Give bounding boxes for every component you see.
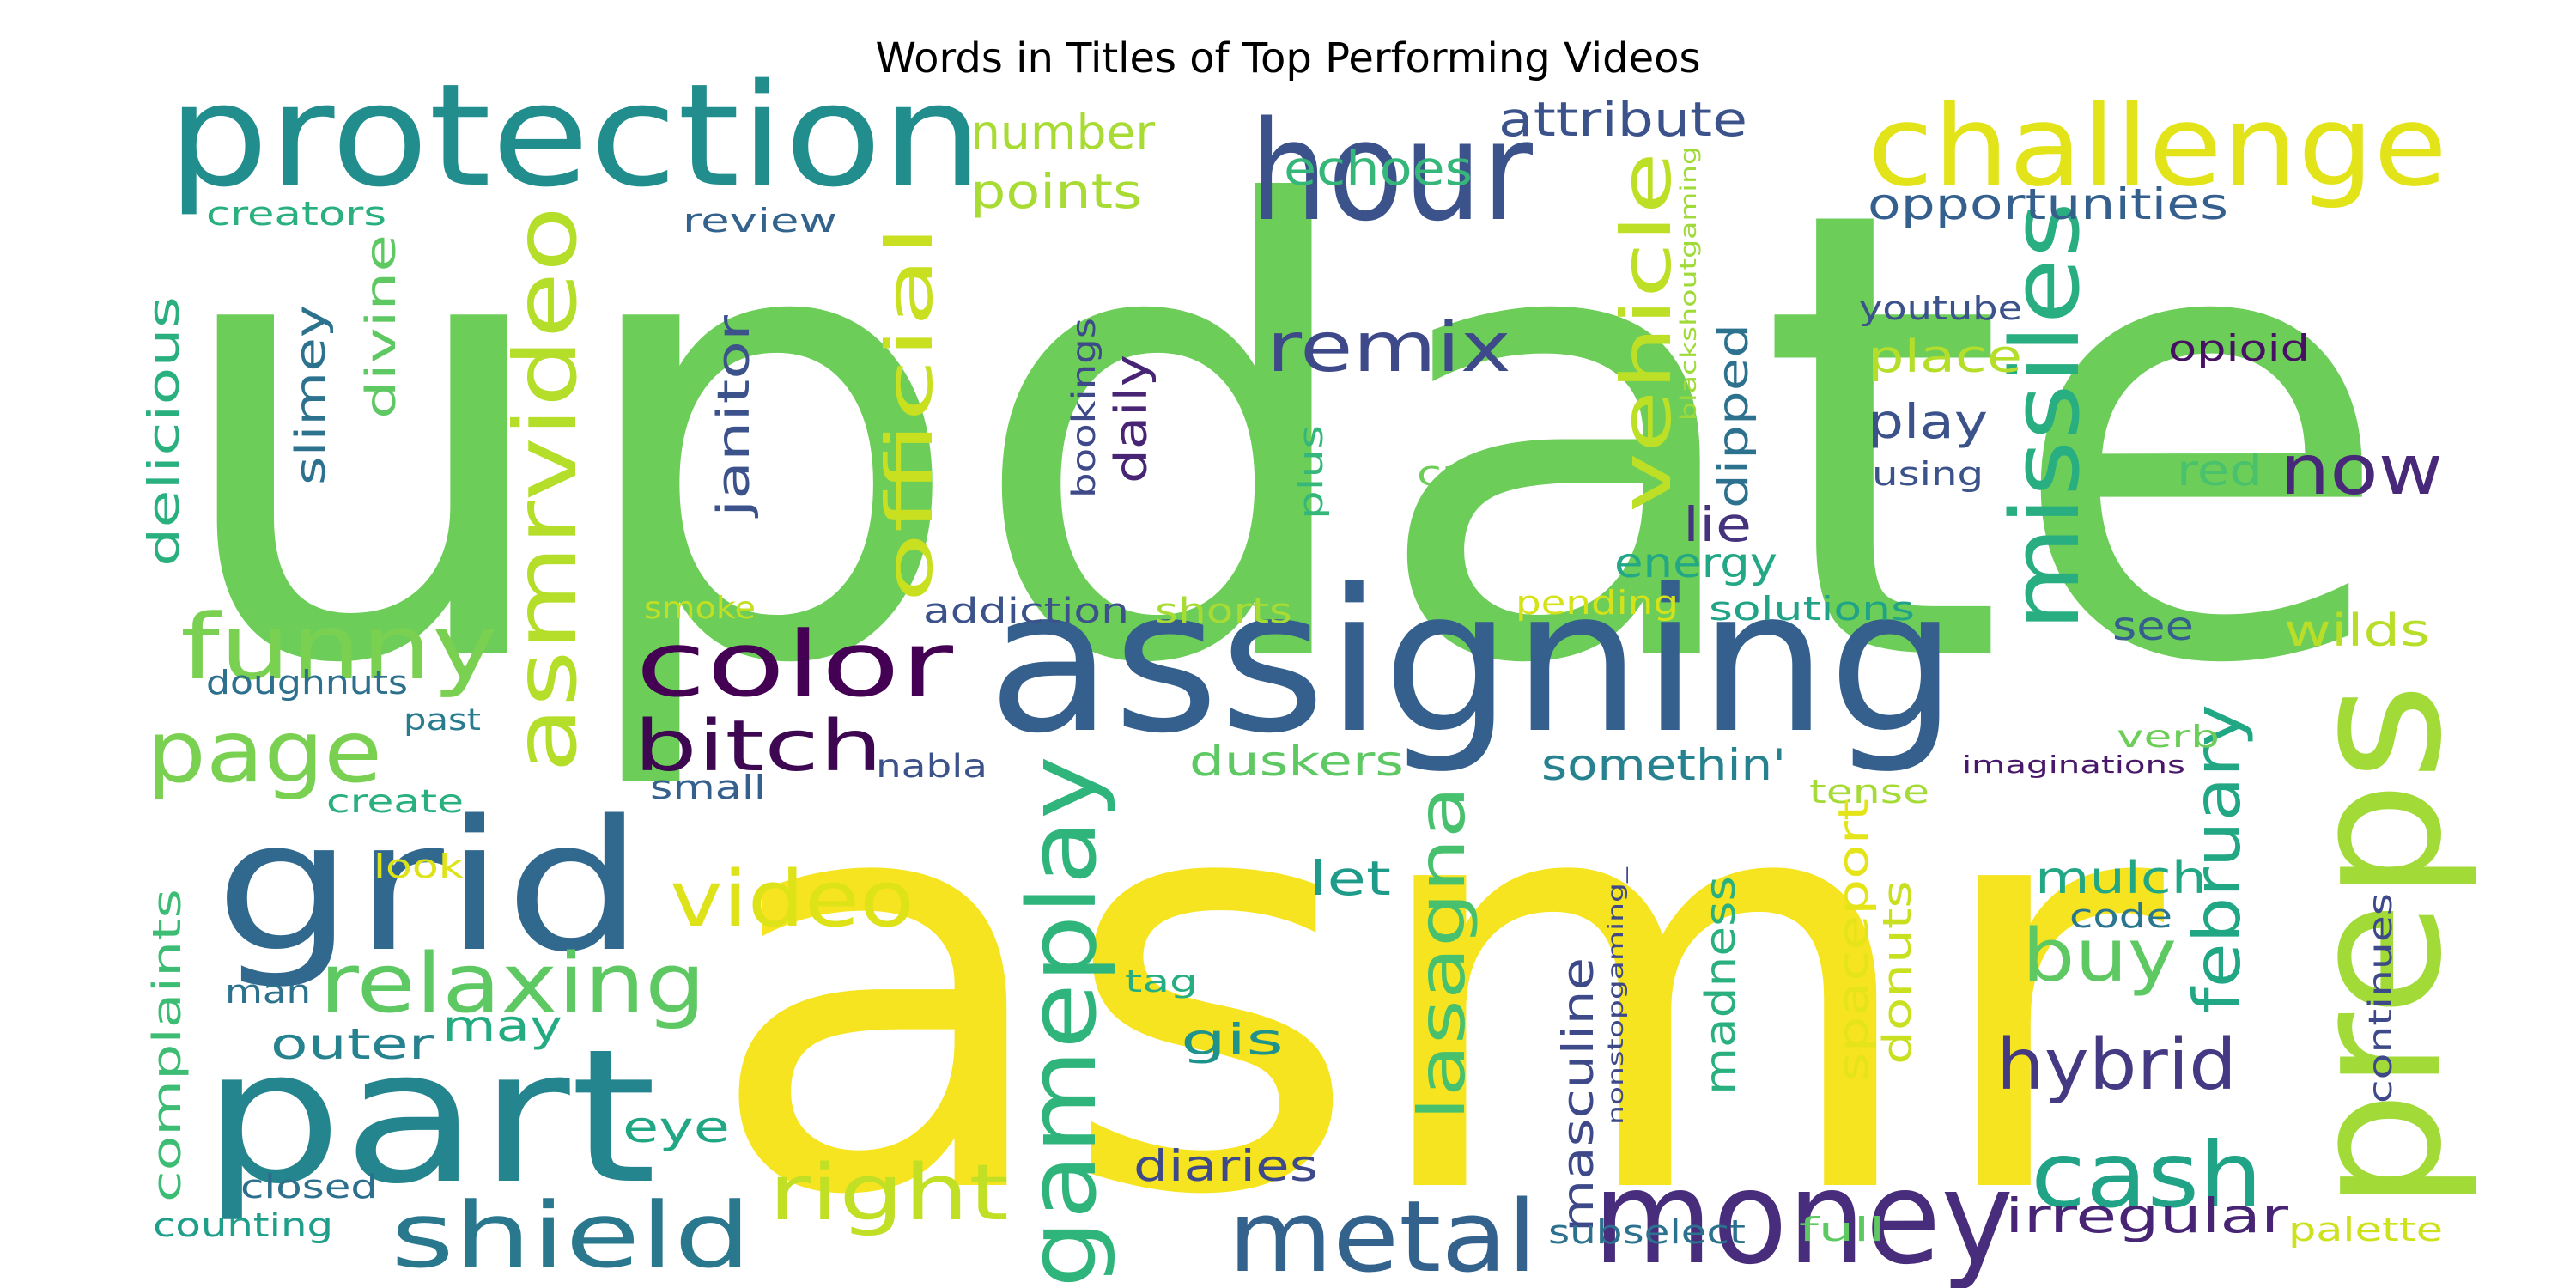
word-tag: tag (1125, 964, 1198, 999)
word-bookings: bookings (1066, 318, 1103, 498)
word-money: money (1593, 1144, 2014, 1288)
word-duskers: duskers (1189, 738, 1404, 786)
word-continues: continues (2362, 893, 2399, 1103)
word-red: red (2177, 446, 2263, 495)
word-review: review (683, 202, 837, 240)
word-missiles: missiles (1990, 202, 2100, 631)
word-past: past (404, 703, 481, 738)
word-dipped: dipped (1710, 324, 1758, 508)
word-bitch: bitch (634, 706, 883, 787)
word-cutie: cutie (1417, 454, 1528, 494)
word-smoke: smoke (644, 591, 756, 626)
word-madness: madness (1697, 876, 1745, 1095)
word-attribute: attribute (1498, 92, 1747, 147)
word-wilds: wilds (2284, 605, 2430, 657)
word-let: let (1309, 851, 1391, 906)
word-plus: plus (1292, 425, 1330, 519)
word-part: part (202, 1009, 657, 1224)
word-donuts: donuts (1874, 880, 1920, 1065)
word-lasagna: lasagna (1404, 786, 1479, 1121)
word-closed: closed (240, 1168, 378, 1206)
word-asmrvideo: asmrvideo (495, 206, 596, 773)
word-energy: energy (1614, 539, 1777, 587)
word-daily: daily (1106, 355, 1157, 483)
word-youtube: youtube (1859, 289, 2022, 327)
word-shorts: shorts (1155, 592, 1292, 631)
word-relaxing: relaxing (319, 937, 706, 1031)
word-see: see (2112, 603, 2194, 649)
word-may: may (442, 1001, 562, 1051)
word-tense: tense (1809, 773, 1929, 811)
word-vehicle: vehicle (1607, 152, 1686, 513)
word-now: now (2280, 430, 2443, 510)
word-color: color (635, 612, 954, 717)
word-delicious: delicious (139, 296, 189, 567)
word-metal: metal (1228, 1180, 1537, 1288)
word-challenge: challenge (1868, 81, 2447, 211)
word-somethin: somethin' (1541, 740, 1786, 790)
word-shield: shield (391, 1183, 751, 1288)
word-blackshoutgaming: blackshoutgaming (1676, 146, 1702, 421)
word-masculine: masculine (1553, 957, 1603, 1232)
word-irregular: irregular (2005, 1188, 2289, 1243)
word-protection: protection (167, 53, 983, 218)
word-cash: cash (2031, 1123, 2263, 1228)
word-small: small (650, 769, 766, 806)
word-place: place (1868, 331, 2022, 383)
word-points: points (970, 164, 1142, 219)
word-complaints: complaints (144, 889, 190, 1202)
word-create: create (326, 783, 464, 820)
word-pending: pending (1516, 584, 1679, 622)
word-preps: preps (2271, 683, 2482, 1211)
word-gis: gis (1181, 1015, 1284, 1065)
word-counting: counting (153, 1206, 333, 1244)
word-nabla: nabla (876, 748, 987, 785)
word-opportunities: opportunities (1868, 179, 2228, 229)
word-creators: creators (206, 195, 386, 233)
word-palette: palette (2288, 1211, 2443, 1249)
word-page: page (146, 702, 382, 802)
word-funny: funny (180, 595, 498, 700)
word-mulch: mulch (2035, 853, 2207, 904)
word-gameplay: gameplay (1007, 756, 1117, 1288)
word-nonstopgaming: nonstopgaming_ (1603, 866, 1628, 1125)
word-verb: verb (2117, 720, 2220, 755)
word-opioid: opioid (2168, 327, 2310, 369)
word-update: update (163, 79, 2396, 799)
word-imaginations: imaginations (1962, 750, 2185, 779)
word-divine: divine (357, 234, 405, 419)
word-echoes: echoes (1284, 141, 1473, 196)
word-solutions: solutions (1709, 590, 1915, 628)
word-remix: remix (1267, 307, 1511, 387)
word-using: using (1872, 455, 1984, 493)
word-grid: grid (215, 781, 644, 992)
word-man: man (225, 973, 311, 1011)
word-code: code (2069, 897, 2172, 935)
chart-title: Words in Titles of Top Performing Videos (875, 34, 1701, 82)
word-assigning: assigning (987, 548, 1958, 777)
word-slimey: slimey (287, 305, 335, 485)
word-janitor: janitor (708, 314, 760, 518)
word-spaceport: spaceport (1830, 799, 1878, 1082)
word-number: number (970, 105, 1155, 160)
word-doughnuts: doughnuts (206, 664, 408, 702)
word-outer: outer (270, 1019, 434, 1069)
word-february: february (2179, 704, 2255, 1013)
word-asmr: asmr (704, 659, 2170, 1288)
word-video: video (670, 854, 914, 945)
word-addiction: addiction (923, 592, 1129, 631)
word-play: play (1868, 394, 1988, 449)
word-eye: eye (623, 1103, 730, 1152)
word-lie: lie (1683, 497, 1752, 552)
word-official: official (872, 225, 947, 603)
word-diaries: diaries (1133, 1141, 1318, 1191)
word-full: full (1799, 1211, 1885, 1249)
word-buy: buy (2022, 914, 2177, 999)
word-hybrid: hybrid (1996, 1024, 2237, 1106)
word-look: look (374, 848, 464, 885)
word-right: right (769, 1148, 1009, 1238)
word-hour: hour (1249, 91, 1533, 252)
word-subselect: subselect (1548, 1213, 1746, 1251)
